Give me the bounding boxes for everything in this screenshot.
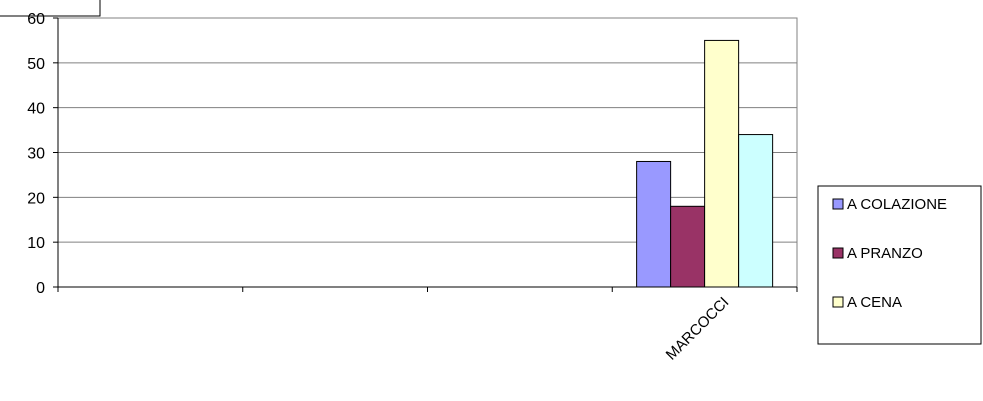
- x-category-label: MARCOCCI: [663, 294, 733, 364]
- bar: [738, 134, 774, 288]
- bars: [636, 39, 774, 288]
- legend-swatch: [832, 247, 844, 259]
- title-box-fragment: [0, 0, 101, 17]
- legend: A COLAZIONE A PRANZO A CENA: [817, 185, 982, 345]
- legend-swatch: [832, 296, 844, 308]
- legend-swatch: [832, 198, 844, 210]
- y-tick-label: 60: [27, 11, 45, 28]
- bar: [704, 39, 740, 288]
- y-tick-label: 0: [36, 280, 45, 297]
- x-axis: MARCOCCI: [57, 286, 798, 364]
- legend-label: A CENA: [847, 294, 902, 311]
- y-tick-label: 30: [27, 146, 45, 163]
- bar: [636, 160, 672, 288]
- legend-label: A COLAZIONE: [847, 196, 947, 213]
- legend-box: [817, 185, 982, 345]
- legend-label: A PRANZO: [847, 245, 923, 262]
- y-tick-label: 50: [27, 56, 45, 73]
- y-tick-label: 40: [27, 101, 45, 118]
- bar: [670, 205, 706, 288]
- y-axis: 0 10 20 30 40 50 60: [27, 11, 59, 297]
- y-tick-label: 20: [27, 190, 45, 207]
- y-tick-label: 10: [27, 235, 45, 252]
